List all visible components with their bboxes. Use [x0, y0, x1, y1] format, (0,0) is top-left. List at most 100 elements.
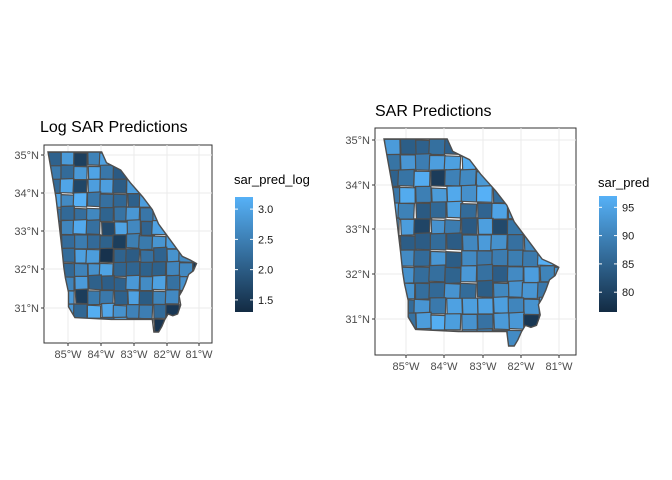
county-polygon [74, 288, 90, 305]
county-polygon [72, 165, 88, 182]
county-polygon [165, 260, 181, 277]
y-tick-label: 34°N [345, 180, 370, 192]
county-polygon [521, 250, 540, 268]
county-polygon [87, 165, 103, 182]
county-polygon [73, 262, 89, 279]
legend-tick-label: 90 [622, 231, 634, 243]
county-polygon [125, 260, 141, 277]
county-polygon [72, 191, 88, 208]
county-polygon [125, 303, 141, 320]
county-polygon [98, 247, 115, 264]
right-colorbar [599, 196, 617, 312]
county-polygon [125, 248, 141, 264]
county-polygon [428, 264, 446, 283]
legend-tick-label: 85 [622, 259, 634, 271]
right-y-axis: 35°N 34°N 33°N 32°N 31°N [345, 135, 375, 326]
county-polygon [414, 185, 433, 204]
y-tick-label: 34°N [14, 188, 39, 200]
county-polygon [507, 249, 525, 267]
county-polygon [99, 164, 115, 180]
county-polygon [111, 234, 128, 250]
county-polygon [100, 275, 116, 291]
county-polygon [87, 290, 102, 306]
county-polygon [126, 219, 142, 236]
county-polygon [85, 219, 101, 236]
county-polygon [459, 282, 477, 301]
left-legend-title: sar_pred_log [234, 172, 310, 187]
county-polygon [493, 312, 511, 331]
y-tick-label: 33°N [345, 224, 370, 236]
legend-tick-label: 2.5 [258, 234, 273, 246]
county-polygon [99, 234, 115, 251]
county-polygon [492, 295, 510, 315]
county-polygon [413, 266, 431, 284]
county-polygon [397, 168, 415, 187]
county-polygon [430, 169, 448, 187]
county-polygon [153, 303, 168, 319]
y-tick-label: 33°N [14, 226, 39, 238]
county-polygon [113, 290, 129, 306]
right-legend: 95 90 85 80 [599, 196, 634, 312]
county-polygon [444, 168, 462, 187]
county-polygon [458, 168, 477, 187]
county-polygon [72, 152, 88, 168]
county-polygon [60, 205, 75, 222]
county-polygon [125, 274, 141, 291]
county-polygon [444, 266, 462, 285]
county-polygon [460, 217, 478, 235]
county-polygon [508, 311, 526, 330]
county-polygon [138, 304, 154, 320]
y-tick-label: 31°N [345, 314, 370, 326]
county-polygon [152, 290, 167, 306]
legend-tick-label: 80 [622, 287, 634, 299]
county-polygon [461, 250, 478, 268]
x-tick-label: 81°W [185, 349, 213, 361]
y-tick-label: 32°N [14, 264, 39, 276]
county-polygon [491, 218, 509, 237]
county-polygon [429, 201, 447, 219]
county-polygon [72, 179, 88, 195]
x-tick-label: 84°W [87, 349, 115, 361]
county-polygon [60, 152, 76, 166]
right-map-panel: 85°W 84°W 83°W 82°W 81°W 35°N 34°N 33°N 32°N 31°… [345, 127, 577, 373]
county-polygon [413, 170, 431, 188]
county-polygon [73, 234, 89, 250]
x-tick-label: 82°W [507, 361, 535, 373]
county-polygon [415, 311, 433, 330]
county-polygon [491, 265, 509, 283]
x-tick-label: 83°W [120, 349, 148, 361]
county-polygon [460, 184, 478, 203]
county-polygon [87, 178, 102, 194]
county-polygon [490, 202, 509, 221]
left-x-axis: 85°W 84°W 83°W 82°W 81°W [54, 343, 213, 361]
county-polygon [86, 191, 102, 208]
county-polygon [164, 289, 180, 305]
county-polygon [443, 282, 462, 301]
county-polygon [166, 274, 181, 291]
county-polygon [461, 297, 479, 315]
county-polygon [429, 297, 447, 315]
county-polygon [461, 234, 479, 252]
county-polygon [72, 303, 88, 319]
x-tick-label: 83°W [469, 361, 497, 373]
legend-tick-label: 3.0 [258, 204, 273, 216]
state-outline [383, 138, 560, 347]
right-legend-title: sar_pred [598, 175, 650, 190]
county-polygon [521, 281, 539, 300]
county-polygon [86, 234, 102, 250]
county-polygon [113, 221, 129, 237]
legend-tick-label: 2.0 [258, 265, 273, 277]
legend-tick-label: 95 [622, 202, 634, 214]
county-polygon [413, 249, 431, 267]
county-polygon [59, 177, 75, 194]
county-polygon [85, 248, 101, 265]
left-y-axis: 35°N 34°N 33°N 32°N 31°N [14, 150, 44, 315]
county-polygon [429, 232, 447, 251]
x-tick-label: 85°W [392, 361, 420, 373]
county-polygon [153, 246, 168, 263]
county-polygon [112, 193, 128, 209]
right-map-title: SAR Predictions [375, 103, 492, 120]
county-polygon [60, 164, 75, 181]
county-polygon [476, 279, 494, 299]
